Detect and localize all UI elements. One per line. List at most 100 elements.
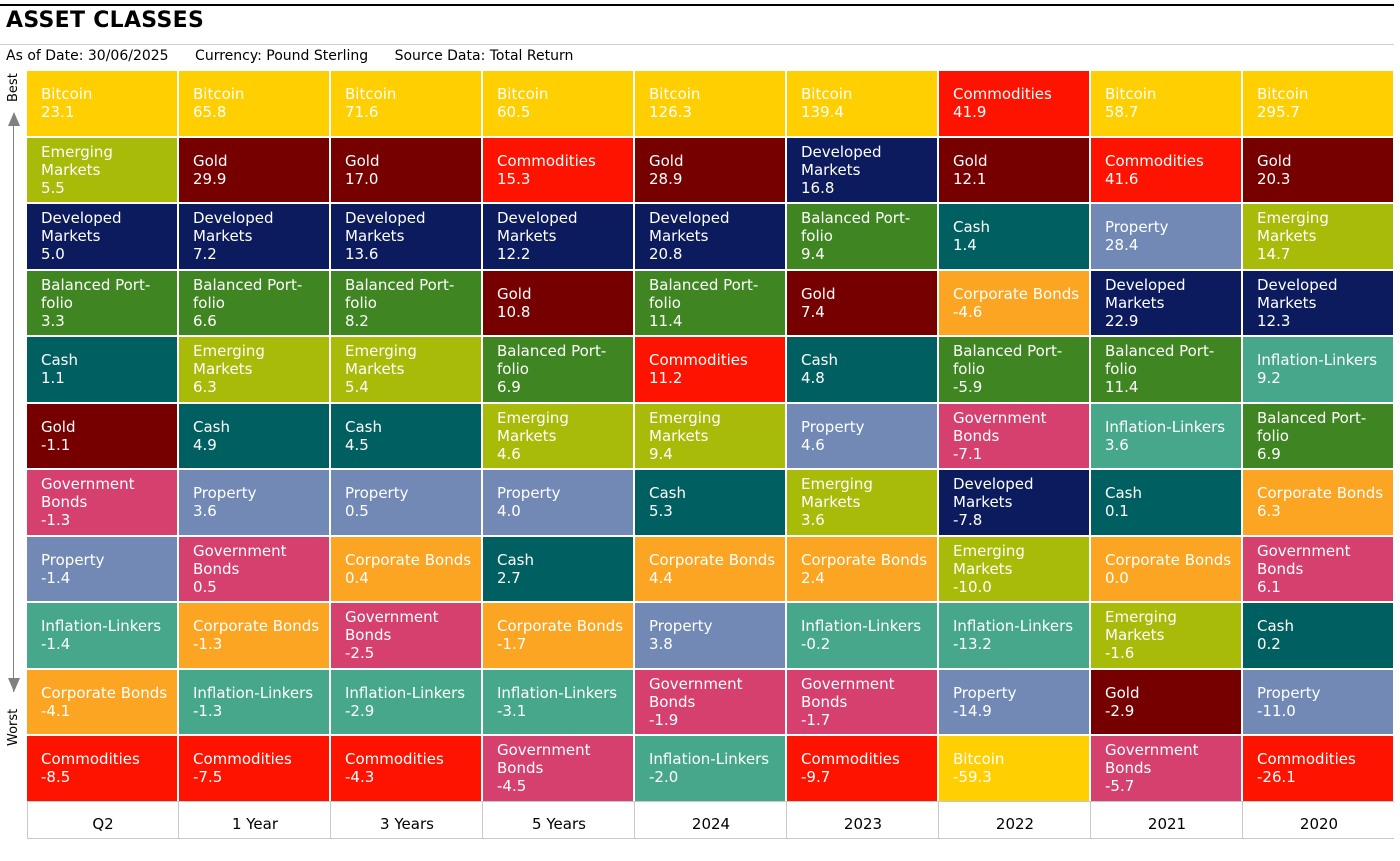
cell-2024-inflation-linkers: Inflation-Linkers -2.0	[635, 736, 785, 801]
asset-name: Cash	[497, 550, 534, 569]
asset-return-value: 41.9	[953, 103, 987, 122]
cell-3-years-government-bonds: Government Bonds -2.5	[331, 603, 481, 668]
asset-return-value: 2.4	[801, 568, 825, 587]
asset-return-value: 13.6	[345, 245, 379, 264]
asset-return-value: 139.4	[801, 103, 844, 122]
asset-return-value: -1.9	[649, 710, 679, 729]
asset-return-value: 20.8	[649, 245, 683, 264]
asset-name: Bitcoin	[1105, 85, 1157, 104]
asset-return-value: 3.6	[801, 511, 825, 530]
asset-name: Developed Markets	[41, 209, 122, 246]
asset-name: Gold	[953, 151, 988, 170]
column-separator	[330, 802, 331, 838]
cell-2020-inflation-linkers: Inflation-Linkers 9.2	[1243, 337, 1393, 402]
asset-name: Cash	[1257, 617, 1294, 636]
asset-name: Gold	[1257, 151, 1292, 170]
cell-2023-emerging-markets: Emerging Markets 3.6	[787, 470, 937, 535]
asset-name: Gold	[345, 151, 380, 170]
asset-return-value: 4.9	[193, 435, 217, 454]
asset-return-value: 16.8	[801, 178, 835, 197]
column-separator	[482, 802, 483, 838]
asset-return-value: -4.6	[953, 302, 983, 321]
asset-name: Commodities	[41, 750, 140, 769]
asset-return-value: -59.3	[953, 768, 992, 787]
cell-3-years-bitcoin: Bitcoin 71.6	[331, 71, 481, 136]
cell-3-years-balanced-portfolio: Balanced Port- folio 8.2	[331, 270, 481, 335]
meta-line: As of Date: 30/06/2025 Currency: Pound S…	[6, 48, 595, 64]
cell-q2-inflation-linkers: Inflation-Linkers -1.4	[27, 603, 177, 668]
asset-return-value: 6.9	[497, 378, 521, 397]
asset-name: Emerging Markets	[649, 408, 721, 445]
asset-name: Government Bonds	[1257, 541, 1351, 578]
cell-2023-property: Property 4.6	[787, 403, 937, 468]
asset-name: Balanced Port- folio	[649, 275, 759, 312]
asset-return-value: 12.2	[497, 245, 531, 264]
cell-1-year-property: Property 3.6	[179, 470, 329, 535]
asset-return-value: -1.4	[41, 568, 71, 587]
asset-name: Balanced Port- folio	[801, 209, 911, 246]
cell-2024-corporate-bonds: Corporate Bonds 4.4	[635, 536, 785, 601]
asset-name: Emerging Markets	[1105, 608, 1177, 645]
cell-3-years-gold: Gold 17.0	[331, 137, 481, 202]
cell-2022-emerging-markets: Emerging Markets -10.0	[939, 536, 1089, 601]
cell-2020-balanced-portfolio: Balanced Port- folio 6.9	[1243, 403, 1393, 468]
asset-name: Cash	[345, 417, 382, 436]
asset-name: Emerging Markets	[953, 541, 1025, 578]
asset-name: Inflation-Linkers	[497, 683, 618, 702]
asset-name: Government Bonds	[801, 674, 895, 711]
cell-5-years-developed-markets: Developed Markets 12.2	[483, 204, 633, 269]
asset-name: Government Bonds	[649, 674, 743, 711]
cell-2021-balanced-portfolio: Balanced Port- folio 11.4	[1091, 337, 1241, 402]
asset-name: Corporate Bonds	[1257, 484, 1384, 503]
asset-name: Inflation-Linkers	[1105, 417, 1226, 436]
asset-return-value: -2.0	[649, 768, 679, 787]
column-separator	[786, 802, 787, 838]
asset-return-value: 7.4	[801, 302, 825, 321]
asset-name: Property	[345, 484, 409, 503]
asset-name: Balanced Port- folio	[1257, 408, 1367, 445]
asset-return-value: -1.7	[801, 710, 831, 729]
asset-name: Emerging Markets	[801, 475, 873, 512]
asset-name: Developed Markets	[649, 209, 730, 246]
asset-return-value: 11.2	[649, 369, 683, 388]
asset-name: Cash	[1105, 484, 1142, 503]
asset-return-value: 65.8	[193, 103, 227, 122]
cell-2022-balanced-portfolio: Balanced Port- folio -5.9	[939, 337, 1089, 402]
currency-label: Currency: Pound Sterling	[195, 48, 369, 64]
asset-return-value: 41.6	[1105, 169, 1139, 188]
asset-return-value: -26.1	[1257, 768, 1296, 787]
column-separator	[178, 802, 179, 838]
cell-2021-corporate-bonds: Corporate Bonds 0.0	[1091, 536, 1241, 601]
cell-2022-government-bonds: Government Bonds -7.1	[939, 403, 1089, 468]
asset-name: Property	[193, 484, 257, 503]
asset-name: Property	[953, 683, 1017, 702]
asset-name: Gold	[1105, 683, 1140, 702]
column-label-2022: 2022	[995, 815, 1035, 833]
arrow-down-icon	[8, 678, 20, 692]
column-separator	[1242, 802, 1243, 838]
asset-return-value: -13.2	[953, 635, 992, 654]
asset-name: Bitcoin	[41, 85, 93, 104]
cell-1-year-government-bonds: Government Bonds 0.5	[179, 536, 329, 601]
asset-name: Inflation-Linkers	[345, 683, 466, 702]
cell-3-years-cash: Cash 4.5	[331, 403, 481, 468]
asset-return-value: -14.9	[953, 701, 992, 720]
cell-2024-emerging-markets: Emerging Markets 9.4	[635, 403, 785, 468]
cell-5-years-bitcoin: Bitcoin 60.5	[483, 71, 633, 136]
asset-return-value: 28.9	[649, 169, 683, 188]
cell-2021-cash: Cash 0.1	[1091, 470, 1241, 535]
cell-2021-government-bonds: Government Bonds -5.7	[1091, 736, 1241, 801]
asset-return-value: 0.2	[1257, 635, 1281, 654]
column-label-2023: 2023	[843, 815, 883, 833]
asset-name: Property	[801, 417, 865, 436]
asset-name: Inflation-Linkers	[193, 683, 314, 702]
asset-return-value: -11.0	[1257, 701, 1296, 720]
asset-name: Government Bonds	[41, 475, 135, 512]
asset-return-value: 0.5	[193, 577, 217, 596]
asset-name: Inflation-Linkers	[649, 750, 770, 769]
asset-name: Gold	[497, 284, 532, 303]
asset-return-value: -3.1	[497, 701, 527, 720]
cell-2020-corporate-bonds: Corporate Bonds 6.3	[1243, 470, 1393, 535]
asset-name: Property	[497, 484, 561, 503]
asset-return-value: 0.5	[345, 502, 369, 521]
